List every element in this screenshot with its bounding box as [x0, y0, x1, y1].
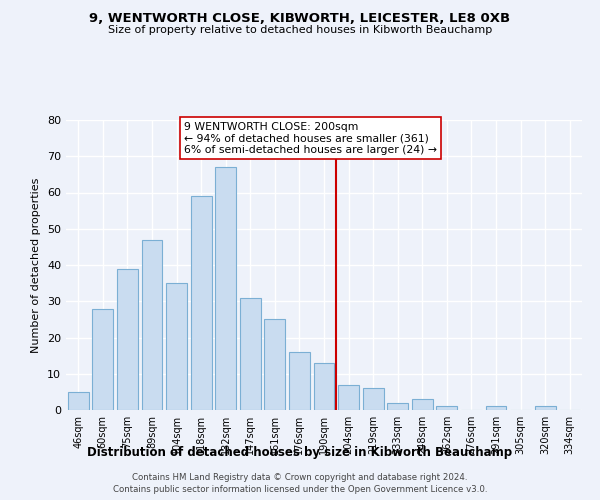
Bar: [289, 352, 310, 410]
Bar: [265, 320, 286, 410]
Bar: [338, 384, 359, 410]
Bar: [240, 298, 261, 410]
Text: Contains public sector information licensed under the Open Government Licence v3: Contains public sector information licen…: [113, 486, 487, 494]
Text: 9, WENTWORTH CLOSE, KIBWORTH, LEICESTER, LE8 0XB: 9, WENTWORTH CLOSE, KIBWORTH, LEICESTER,…: [89, 12, 511, 26]
Bar: [362, 388, 383, 410]
Bar: [68, 392, 89, 410]
Text: 9 WENTWORTH CLOSE: 200sqm
← 94% of detached houses are smaller (361)
6% of semi-: 9 WENTWORTH CLOSE: 200sqm ← 94% of detac…: [184, 122, 437, 155]
Bar: [191, 196, 212, 410]
Y-axis label: Number of detached properties: Number of detached properties: [31, 178, 41, 352]
Bar: [215, 167, 236, 410]
Text: Distribution of detached houses by size in Kibworth Beauchamp: Distribution of detached houses by size …: [88, 446, 512, 459]
Bar: [166, 283, 187, 410]
Text: Size of property relative to detached houses in Kibworth Beauchamp: Size of property relative to detached ho…: [108, 25, 492, 35]
Bar: [412, 399, 433, 410]
Bar: [117, 268, 138, 410]
Bar: [142, 240, 163, 410]
Bar: [485, 406, 506, 410]
Bar: [436, 406, 457, 410]
Bar: [535, 406, 556, 410]
Bar: [92, 308, 113, 410]
Bar: [314, 363, 334, 410]
Text: Contains HM Land Registry data © Crown copyright and database right 2024.: Contains HM Land Registry data © Crown c…: [132, 473, 468, 482]
Bar: [387, 403, 408, 410]
